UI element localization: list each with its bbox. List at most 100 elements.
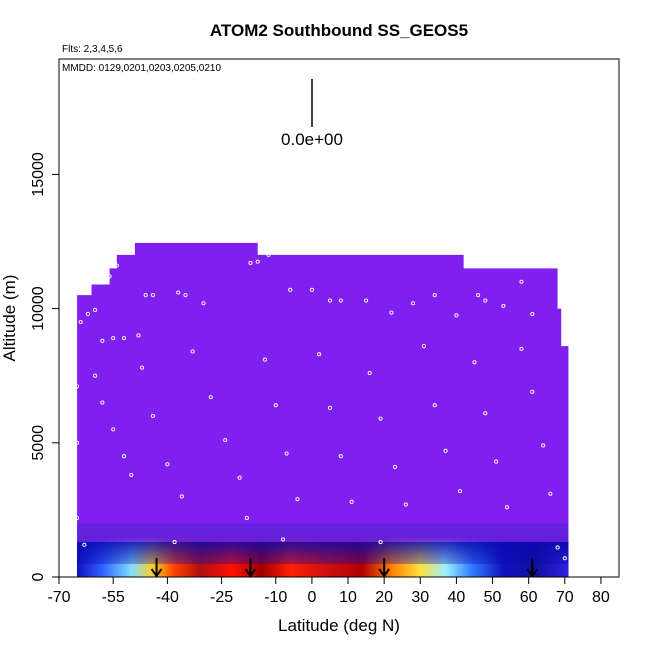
track-point [504,505,510,510]
x-tick-label: -40 [156,589,179,606]
track-point [519,279,524,284]
track-point [472,360,477,365]
x-tick-label: 10 [339,589,357,606]
track-point [136,333,141,338]
track-point [273,403,278,408]
track-point [255,259,260,264]
scale-label: 0.0e+00 [281,130,343,149]
track-point [114,263,119,268]
track-point [411,301,416,306]
track-point [327,405,333,410]
x-tick-label: 30 [411,589,429,606]
plot-area [75,242,569,577]
track-point [501,303,506,308]
arrow-head [526,568,539,577]
track-point [75,440,80,445]
track-point [208,395,213,400]
x-axis-label: Latitude (deg N) [278,616,400,635]
x-tick-label: 50 [484,589,502,606]
x-tick-label: -55 [102,589,125,606]
surface-band-core [77,564,569,577]
y-tick-label: 0 [30,572,47,581]
x-tick-label: 60 [520,589,538,606]
y-tick-label: 15000 [30,152,47,197]
track-point [121,250,127,255]
track-point [327,298,333,303]
track-point [82,542,87,547]
track-point [555,545,560,550]
track-point [389,310,394,315]
x-tick-label: 80 [592,589,610,606]
x-tick-label: -25 [210,589,233,606]
track-point [78,319,83,325]
track-point [129,472,134,478]
track-point [541,443,546,448]
track-point [295,497,300,502]
track-point [179,494,184,499]
y-axis-label: Altitude (m) [0,275,19,362]
track-point [143,293,148,298]
track-point [338,454,343,459]
x-tick-label: 20 [375,589,393,606]
date-note: MMDD: 0129,0201,0203,0205,0210 [62,63,221,74]
track-point [190,349,195,354]
track-point [378,416,383,421]
track-point [262,357,267,362]
track-point [443,448,448,453]
track-point [93,307,98,312]
track-point [140,365,145,370]
track-point [378,540,383,545]
track-point [150,413,155,419]
track-point [129,244,134,249]
track-point [121,454,127,459]
track-point [183,293,188,298]
track-point [111,427,116,432]
track-point [266,252,271,257]
track-point [317,352,322,357]
track-point [457,489,463,494]
track-point [548,491,553,496]
track-point [421,344,426,349]
track-point [476,293,481,298]
track-point [100,338,105,343]
track-point [483,411,488,416]
chart-title: ATOM2 Southbound SS_GEOS5 [210,21,468,40]
track-point [100,400,105,405]
track-point [519,346,524,351]
track-point [176,290,181,295]
track-point [75,384,80,389]
track-point [288,287,293,292]
track-point [483,298,488,303]
track-point [284,451,289,456]
x-tick-label: -70 [47,589,70,606]
track-point [494,459,499,464]
plot-frame [58,58,620,578]
track-point [165,462,170,467]
track-point [349,499,354,504]
track-point [93,373,98,378]
arrow-head [244,568,257,577]
track-point [403,502,408,507]
track-point [392,464,398,470]
track-point [237,475,242,480]
track-point [530,311,535,317]
x-tick-label: 0 [307,589,316,606]
track-point [107,274,112,279]
track-point [530,389,535,394]
curtain-field [77,242,569,577]
arrow-head [378,568,390,577]
track-point [150,293,155,298]
flights-note: Flts: 2,3,4,5,6 [62,44,123,55]
track-point [432,403,437,408]
x-tick-label: 40 [448,589,466,606]
x-tick-label: -10 [264,589,287,606]
y-tick-label: 10000 [30,286,47,331]
track-point [367,370,372,376]
arrow-head [150,568,163,577]
track-point [432,293,437,298]
track-point [454,313,459,318]
track-point [172,540,177,545]
track-point [111,336,116,341]
y-tick-label: 5000 [30,425,47,461]
